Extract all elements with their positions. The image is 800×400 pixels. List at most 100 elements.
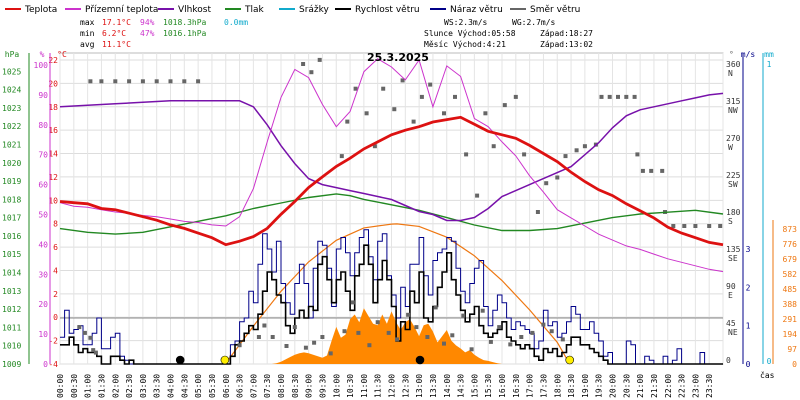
y-tick-direction-cardinal: E — [728, 291, 733, 300]
direction-point — [328, 351, 333, 356]
y-tick-humidity: 80 — [38, 121, 48, 130]
series-solar-measured — [60, 308, 723, 364]
y-tick-temperature: 8 — [53, 220, 58, 229]
axis-title-rain: mm — [764, 50, 774, 59]
direction-point — [262, 323, 267, 328]
y-tick-humidity: 60 — [38, 181, 48, 190]
y-tick-pressure: 1015 — [2, 250, 21, 259]
direction-point — [574, 148, 579, 153]
x-tick-label: 17:30 — [539, 374, 548, 398]
direction-point — [353, 86, 358, 91]
x-tick-label: 11:30 — [374, 374, 383, 398]
direction-point — [256, 335, 261, 339]
direction-point — [309, 70, 314, 75]
x-axis-unit: čas — [760, 370, 775, 380]
direction-point — [480, 308, 485, 313]
y-tick-temperature: 0 — [53, 313, 58, 322]
legend-label: Rychlost větru — [355, 5, 420, 15]
direction-point — [428, 82, 433, 87]
x-tick-label: 12:30 — [401, 374, 410, 398]
direction-point — [425, 335, 430, 339]
x-tick-label: 02:00 — [111, 374, 120, 398]
x-tick-label: 04:00 — [167, 374, 176, 398]
direction-point — [350, 300, 355, 305]
y-tick-temperature: 18 — [48, 103, 58, 112]
axis-title-humidity: % — [40, 50, 45, 59]
y-tick-direction: 225 — [726, 171, 741, 180]
stats-sun-rise: Slunce Východ:05:58 — [424, 29, 516, 38]
legend: Teplota Přízemní teplota Vlhkost Tlak Srážky… — [5, 5, 580, 15]
legend-label: Srážky — [299, 5, 330, 15]
x-tick-label: 12:00 — [388, 374, 397, 398]
y-tick-solar: 194 — [783, 330, 798, 339]
axes: hPa% °C ° m/s mm1009101010111012101310141015… — [2, 50, 797, 398]
y-tick-solar: 582 — [783, 270, 798, 279]
direction-point — [140, 79, 145, 84]
y-tick-pressure: 1018 — [2, 195, 21, 204]
direction-point — [560, 337, 565, 342]
legend-label: Přízemní teplota — [85, 5, 158, 15]
x-tick-label: 10:00 — [332, 374, 341, 398]
direction-point — [693, 224, 698, 228]
x-tick-label: 01:30 — [97, 374, 106, 398]
x-tick-label: 11:00 — [360, 374, 369, 398]
stats-avg-temp: 11.1°C — [102, 40, 131, 49]
x-tick-label: 17:00 — [526, 374, 535, 398]
y-tick-temperature: 6 — [53, 243, 58, 252]
y-tick-temperature: 22 — [48, 56, 58, 65]
legend-label: Vlhkost — [178, 5, 211, 15]
y-tick-rain: 1 — [767, 60, 772, 69]
direction-point — [88, 335, 93, 340]
moon-set-marker — [415, 355, 425, 365]
y-tick-pressure: 1016 — [2, 232, 21, 241]
direction-point — [519, 335, 524, 339]
direction-point — [640, 168, 645, 173]
direction-point — [535, 210, 540, 214]
y-tick-pressure: 1021 — [2, 140, 21, 149]
direction-point — [555, 175, 560, 180]
y-tick-direction-cardinal: SE — [728, 254, 738, 263]
direction-point — [88, 79, 93, 84]
direction-point — [127, 79, 132, 84]
y-tick-temperature: -2 — [48, 337, 58, 346]
direction-point — [491, 144, 496, 149]
stats-moon-rise: Měsíc Východ:4:21 — [424, 40, 506, 49]
y-tick-temperature: -4 — [48, 360, 58, 369]
y-tick-humidity: 30 — [38, 270, 48, 279]
stats-sun-set: Západ:18:27 — [540, 29, 593, 38]
y-tick-temperature: 12 — [48, 173, 58, 182]
y-tick-wind: 3 — [746, 245, 751, 254]
direction-point — [624, 94, 629, 99]
stats-min-temp: 6.2°C — [102, 29, 126, 38]
direction-point — [292, 325, 297, 330]
x-tick-label: 07:00 — [249, 374, 258, 398]
y-tick-direction-cardinal: W — [728, 143, 733, 152]
x-tick-label: 16:30 — [512, 374, 521, 398]
stats-moon-set: Západ:13:02 — [540, 40, 593, 49]
x-tick-label: 06:30 — [236, 374, 245, 398]
direction-point — [317, 57, 322, 62]
y-tick-pressure: 1011 — [2, 323, 21, 332]
x-tick-label: 19:00 — [581, 374, 590, 398]
y-tick-humidity: 70 — [38, 151, 48, 160]
x-tick-label: 06:00 — [222, 374, 231, 398]
y-tick-pressure: 1022 — [2, 122, 21, 131]
y-tick-pressure: 1019 — [2, 177, 21, 186]
x-tick-label: 21:00 — [636, 374, 645, 398]
direction-point — [522, 152, 527, 157]
direction-point — [414, 325, 419, 330]
x-tick-label: 10:30 — [346, 374, 355, 398]
y-tick-solar: 679 — [783, 255, 798, 264]
x-tick-label: 04:30 — [180, 374, 189, 398]
direction-point — [475, 193, 480, 198]
direction-point — [488, 339, 493, 344]
y-tick-wind: 1 — [746, 322, 751, 331]
y-tick-solar: 97 — [787, 345, 797, 354]
x-tick-label: 02:30 — [125, 374, 134, 398]
direction-point — [237, 343, 242, 348]
y-tick-temperature: 2 — [53, 290, 58, 299]
y-tick-pressure: 1009 — [2, 360, 21, 369]
y-tick-humidity: 100 — [34, 61, 49, 70]
y-tick-wind: 2 — [746, 283, 751, 292]
